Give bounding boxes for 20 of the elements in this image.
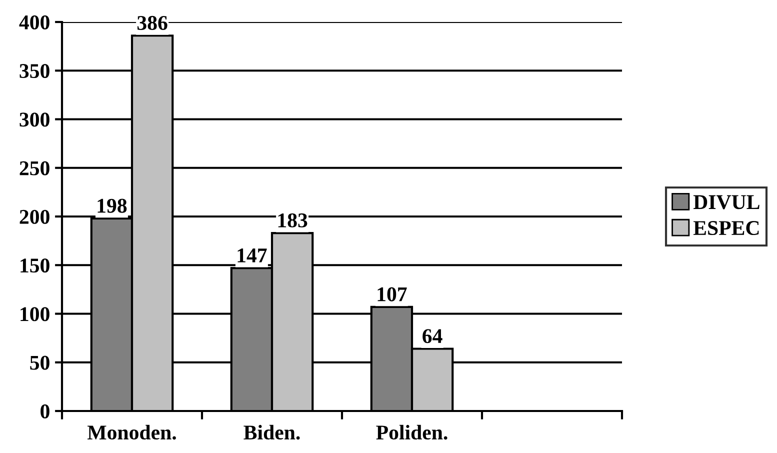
y-tick-label: 150 [20, 258, 50, 273]
y-tick-label: 0 [40, 404, 50, 418]
legend-label: ESPEC [693, 221, 759, 236]
y-tick-label: 250 [20, 161, 50, 176]
y-tick-label: 400 [19, 15, 50, 30]
y-tick-label: 350 [20, 64, 50, 78]
data-label: 107 [378, 287, 407, 302]
y-tick-label: 300 [20, 112, 50, 127]
data-label: 198 [98, 198, 127, 213]
data-label: 147 [238, 248, 267, 262]
y-tick-label: 100 [20, 307, 50, 322]
x-tick-label: Biden. [244, 424, 300, 440]
data-label: 183 [278, 213, 308, 228]
legend-label: DIVUL [693, 195, 760, 210]
data-label: 64 [422, 329, 442, 344]
y-tick-label: 200 [20, 210, 50, 224]
x-tick-label: Poliden. [376, 424, 448, 440]
data-label: 386 [137, 16, 168, 30]
y-tick-label: 50 [30, 356, 50, 370]
x-tick-label: Monoden. [88, 424, 176, 440]
